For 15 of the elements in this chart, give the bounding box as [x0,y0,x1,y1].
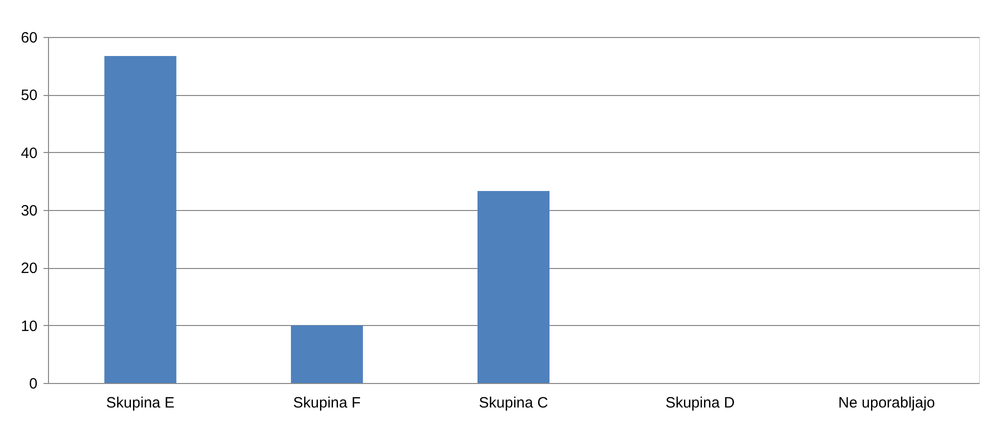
y-tick-label: 40 [20,144,38,162]
x-tick-label: Ne uporabljajo [838,394,936,412]
y-tick-label: 30 [20,202,38,220]
bar [290,325,363,383]
y-tick-label: 0 [29,376,38,392]
bar [104,56,176,383]
x-tick-label: Skupina F [293,394,361,412]
y-tick-label: 10 [20,318,38,335]
y-tick-label: 60 [20,30,38,46]
bar [478,190,550,383]
x-tick-label: Skupina C [478,394,548,412]
y-tick-label: 50 [20,87,38,104]
x-tick-label: Skupina E [106,394,175,412]
x-tick-label: Skupina D [665,394,735,412]
y-tick-label: 20 [20,260,38,278]
